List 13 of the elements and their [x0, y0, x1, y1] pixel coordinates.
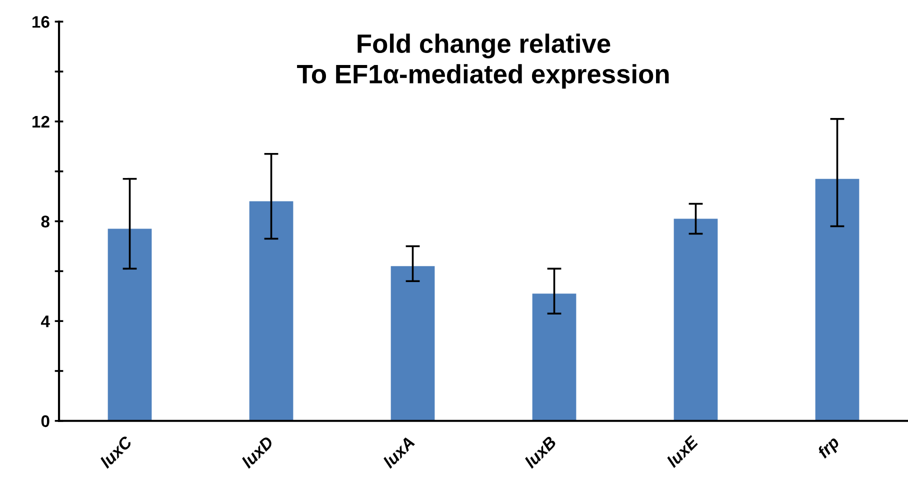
bar [390, 266, 435, 421]
bar [108, 228, 152, 421]
y-tick-label: 16 [32, 16, 50, 28]
y-tick-label: 4 [40, 316, 50, 328]
bar [249, 201, 294, 421]
bar [532, 294, 576, 421]
bar [674, 218, 718, 421]
bar [815, 178, 860, 421]
y-tick-label: 8 [41, 216, 50, 228]
y-tick-label: 0 [41, 415, 50, 428]
text: Fold change relative To EF1α-mediated expression [297, 34, 669, 89]
x-tick-label: frp [816, 435, 842, 462]
y-tick-label: 12 [32, 116, 50, 128]
